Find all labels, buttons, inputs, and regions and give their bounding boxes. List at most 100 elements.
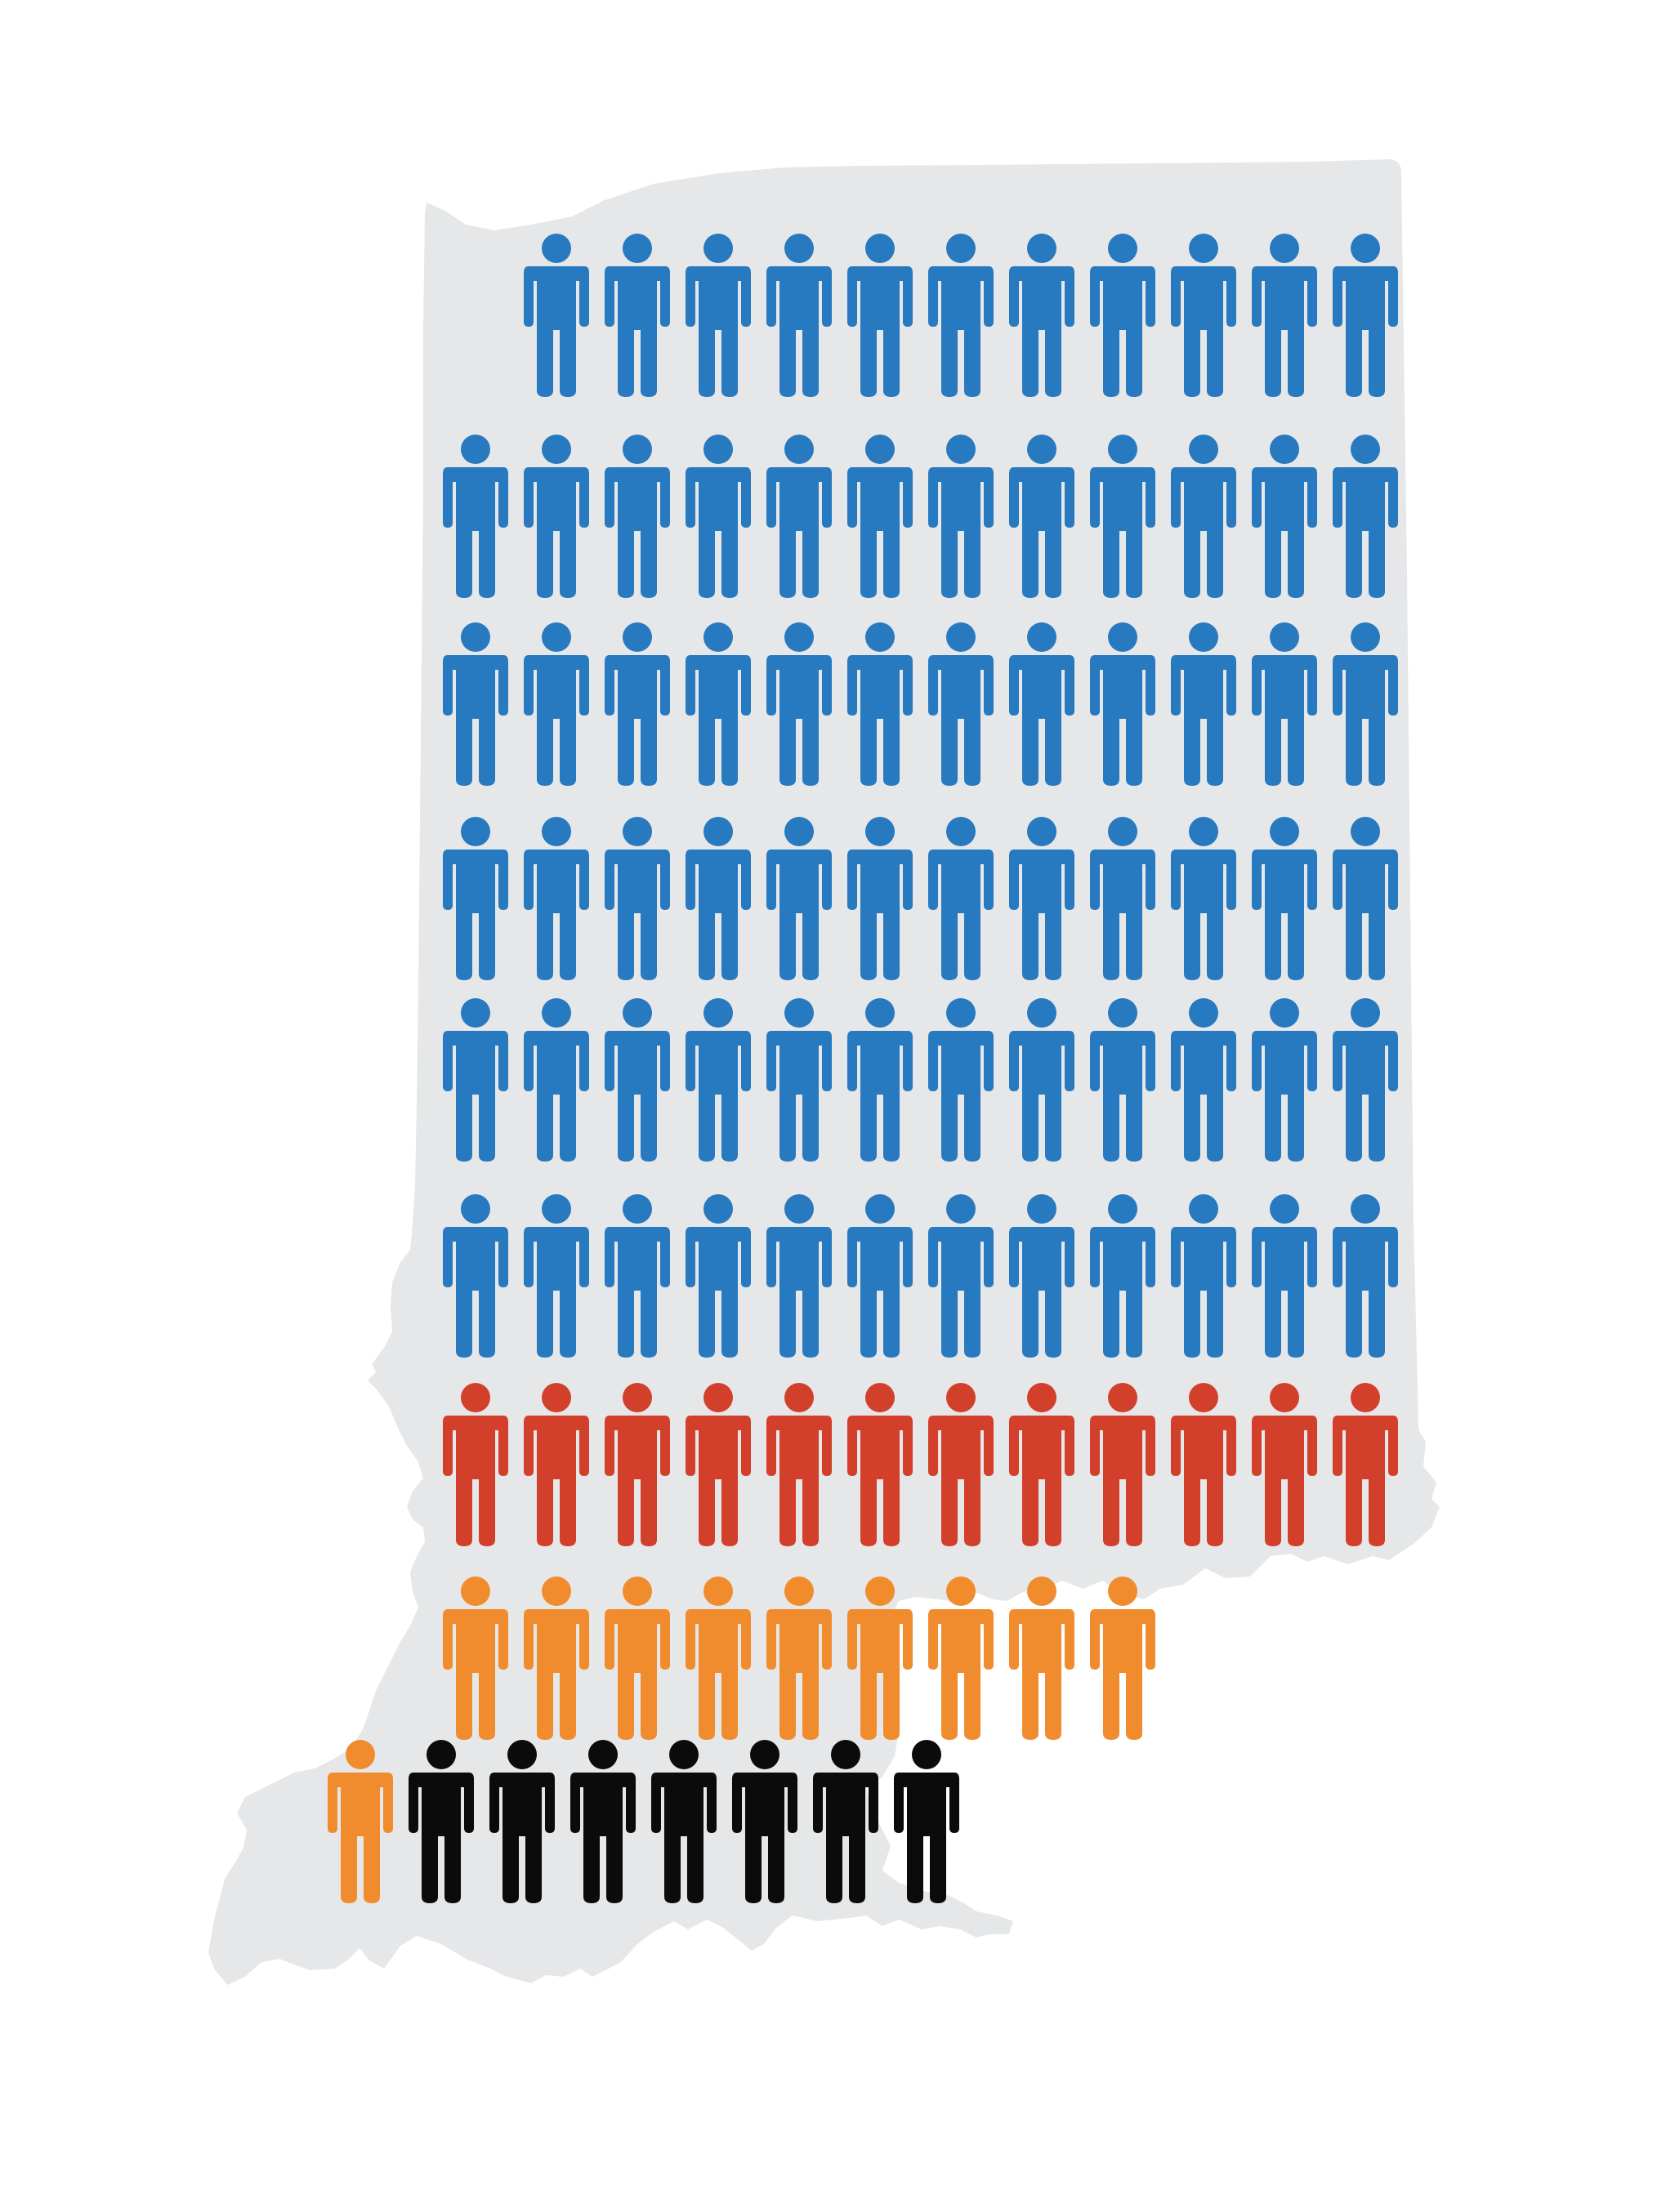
- person-figure-blue: [443, 998, 508, 1162]
- person-head: [623, 1383, 652, 1412]
- person-body: [894, 1773, 959, 1903]
- person-figure-blue: [1171, 817, 1236, 980]
- person-head: [912, 1740, 941, 1769]
- person-body: [766, 1416, 832, 1546]
- person-head: [461, 1194, 490, 1224]
- person-body: [686, 1031, 751, 1162]
- person-body: [605, 266, 670, 397]
- person-head: [784, 1194, 814, 1224]
- person-figure-blue: [1090, 435, 1155, 598]
- person-body: [847, 1227, 913, 1358]
- person-head: [1027, 1383, 1056, 1412]
- person-head: [1270, 435, 1299, 464]
- person-figure-black: [409, 1740, 474, 1903]
- person-head: [461, 435, 490, 464]
- person-body: [524, 1609, 589, 1740]
- person-figure-blue: [524, 234, 589, 397]
- person-figure-blue: [443, 622, 508, 786]
- person-body: [1333, 655, 1398, 786]
- person-head: [1270, 234, 1299, 263]
- person-figure-blue: [686, 435, 751, 598]
- person-body: [328, 1773, 393, 1903]
- person-figure-red: [928, 1383, 994, 1546]
- person-head: [1351, 622, 1380, 652]
- person-figure-blue: [1009, 435, 1074, 598]
- person-figure-blue: [1171, 622, 1236, 786]
- person-figure-blue: [847, 1194, 913, 1358]
- person-head: [865, 1383, 895, 1412]
- person-figure-blue: [605, 234, 670, 397]
- person-head: [1270, 622, 1299, 652]
- person-body: [1252, 1227, 1317, 1358]
- person-figure-blue: [1171, 1194, 1236, 1358]
- person-head: [1027, 1194, 1056, 1224]
- person-body: [1171, 850, 1236, 980]
- person-figure-red: [847, 1383, 913, 1546]
- person-body: [1090, 1609, 1155, 1740]
- person-body: [605, 467, 670, 598]
- person-head: [1027, 234, 1056, 263]
- person-figure-blue: [847, 435, 913, 598]
- person-body: [847, 1031, 913, 1162]
- person-body: [928, 467, 994, 598]
- person-figure-red: [1009, 1383, 1074, 1546]
- person-head: [784, 622, 814, 652]
- person-figure-orange: [847, 1576, 913, 1740]
- person-figure-blue: [766, 622, 832, 786]
- person-figure-blue: [847, 234, 913, 397]
- person-body: [928, 1609, 994, 1740]
- person-head: [784, 234, 814, 263]
- person-figure-red: [1333, 1383, 1398, 1546]
- person-head: [704, 234, 733, 263]
- person-head: [1351, 435, 1380, 464]
- person-figure-black: [813, 1740, 878, 1903]
- person-head: [865, 1194, 895, 1224]
- person-head: [623, 817, 652, 846]
- person-body: [766, 266, 832, 397]
- person-body: [928, 266, 994, 397]
- person-figure-blue: [524, 1194, 589, 1358]
- person-figure-blue: [847, 622, 913, 786]
- person-body: [1090, 1416, 1155, 1546]
- person-body: [409, 1773, 474, 1903]
- person-head: [623, 1194, 652, 1224]
- person-head: [704, 1576, 733, 1606]
- person-figure-blue: [1009, 998, 1074, 1162]
- person-body: [1090, 266, 1155, 397]
- person-body: [686, 1416, 751, 1546]
- person-body: [686, 850, 751, 980]
- person-body: [1090, 655, 1155, 786]
- person-head: [946, 435, 976, 464]
- person-body: [1009, 1227, 1074, 1358]
- person-body: [524, 850, 589, 980]
- person-head: [1189, 622, 1218, 652]
- person-figure-blue: [605, 622, 670, 786]
- person-head: [461, 998, 490, 1028]
- person-body: [928, 850, 994, 980]
- person-head: [1270, 1383, 1299, 1412]
- person-head: [946, 234, 976, 263]
- person-head: [669, 1740, 699, 1769]
- person-figure-blue: [928, 234, 994, 397]
- person-head: [704, 435, 733, 464]
- person-body: [1252, 850, 1317, 980]
- person-body: [686, 655, 751, 786]
- person-head: [507, 1740, 537, 1769]
- person-head: [1351, 234, 1380, 263]
- person-body: [1252, 655, 1317, 786]
- person-body: [686, 266, 751, 397]
- person-figure-blue: [686, 1194, 751, 1358]
- person-body: [443, 1416, 508, 1546]
- person-head: [542, 817, 571, 846]
- person-figure-blue: [928, 817, 994, 980]
- person-figure-blue: [524, 817, 589, 980]
- person-body: [1333, 850, 1398, 980]
- person-body: [686, 467, 751, 598]
- person-head: [542, 998, 571, 1028]
- person-figure-black: [732, 1740, 797, 1903]
- person-body: [1009, 1031, 1074, 1162]
- person-figure-orange: [766, 1576, 832, 1740]
- person-head: [623, 622, 652, 652]
- person-figure-blue: [766, 1194, 832, 1358]
- person-figure-blue: [1252, 817, 1317, 980]
